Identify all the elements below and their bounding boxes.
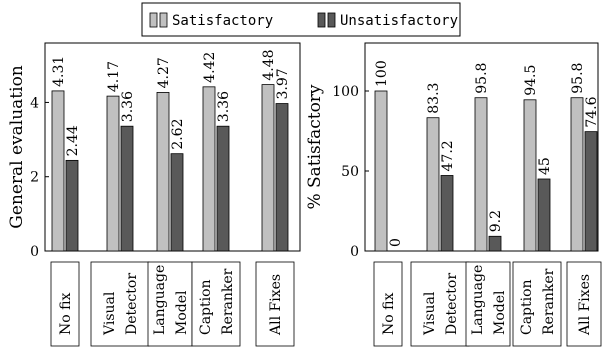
data-label: 4.31: [51, 56, 67, 87]
category-label: Detector: [124, 273, 140, 335]
category-label: Visual: [102, 291, 118, 336]
y-tick-label: 0: [350, 244, 359, 260]
bar-unsatisfactory: [120, 125, 134, 252]
bar-unsatisfactory: [65, 159, 79, 252]
category-label: Reranker: [541, 268, 557, 335]
legend-box: [141, 2, 461, 37]
data-label: 4.17: [106, 61, 122, 92]
category-label: No fix: [381, 293, 397, 335]
category-box: [373, 261, 403, 347]
data-label: 3.97: [275, 68, 291, 99]
legend-label-unsatisfactory: Unsatisfactory: [340, 13, 458, 29]
data-label: 0: [388, 238, 404, 247]
category-label: Model: [174, 290, 190, 335]
category-label: Language: [152, 265, 168, 335]
category-box: [90, 261, 150, 347]
data-label: 74.6: [584, 96, 600, 127]
category-label: Model: [492, 290, 508, 335]
data-label: 45: [537, 157, 553, 175]
data-label: 2.62: [170, 119, 186, 150]
bar-unsatisfactory: [537, 178, 551, 252]
category-label: Reranker: [220, 268, 236, 335]
data-label: 95.8: [570, 63, 586, 94]
data-label: 4.48: [261, 49, 277, 80]
category-box: [410, 261, 470, 347]
category-label: Caption: [198, 279, 214, 335]
bar-satisfactory: [261, 84, 275, 252]
category-box: [566, 261, 602, 347]
data-label: 4.27: [156, 57, 172, 88]
bar-unsatisfactory: [440, 175, 454, 252]
legend-label-satisfactory: Satisfactory: [172, 13, 273, 29]
bar-satisfactory: [202, 86, 216, 252]
legend-swatch-satisfactory-2: [159, 12, 168, 28]
category-label: All Fixes: [577, 274, 593, 336]
category-label: No fix: [58, 293, 74, 335]
bar-satisfactory: [106, 95, 120, 252]
bar-unsatisfactory: [584, 131, 598, 252]
data-label: 83.3: [426, 83, 442, 114]
legend-swatch-unsatisfactory-1: [317, 12, 326, 28]
data-label: 94.5: [523, 65, 539, 96]
data-label: 2.44: [65, 125, 81, 156]
legend-swatch-unsatisfactory-2: [327, 12, 336, 28]
bar-satisfactory: [474, 97, 488, 252]
data-label: 95.8: [474, 63, 490, 94]
bar-satisfactory: [570, 97, 584, 252]
category-label: Visual: [422, 291, 438, 336]
bar-unsatisfactory: [275, 103, 289, 252]
category-label: Detector: [444, 273, 460, 335]
bar-unsatisfactory: [488, 235, 502, 252]
data-label: 3.36: [120, 91, 136, 122]
category-box: [512, 261, 562, 347]
category-box: [50, 261, 80, 347]
bar-satisfactory: [426, 117, 440, 252]
category-box: [191, 261, 241, 347]
data-label: 4.42: [202, 52, 218, 83]
bar-satisfactory: [374, 90, 388, 252]
category-box: [147, 261, 193, 347]
data-label: 100: [374, 60, 390, 87]
y-tick-label: 2: [30, 170, 39, 186]
y-tick-label: 0: [30, 244, 39, 260]
y-tick-label: 4: [30, 95, 39, 111]
category-label: Language: [470, 265, 486, 335]
legend-swatch-satisfactory-1: [149, 12, 158, 28]
category-label: All Fixes: [268, 274, 284, 336]
bar-unsatisfactory: [170, 153, 184, 252]
legend: Satisfactory Unsatisfactory: [141, 2, 461, 37]
category-label: Caption: [519, 279, 535, 335]
chart-percent-satisfactory: 0 50 100 % Satisfactory 100 0 No fix 83.3 47.2 Vi…: [305, 42, 602, 347]
bar-satisfactory: [51, 90, 65, 252]
data-label: 9.2: [488, 210, 504, 232]
bar-unsatisfactory: [216, 125, 230, 252]
y-axis-label: General evaluation: [7, 65, 27, 229]
category-box: [465, 261, 511, 347]
bar-satisfactory: [523, 99, 537, 252]
y-tick-label: 100: [332, 84, 359, 100]
data-label: 47.2: [440, 140, 456, 171]
category-box: [255, 261, 295, 347]
y-axis-label: % Satisfactory: [305, 84, 325, 209]
y-tick-label: 50: [341, 164, 359, 180]
data-label: 3.36: [216, 91, 232, 122]
bar-satisfactory: [156, 92, 170, 252]
